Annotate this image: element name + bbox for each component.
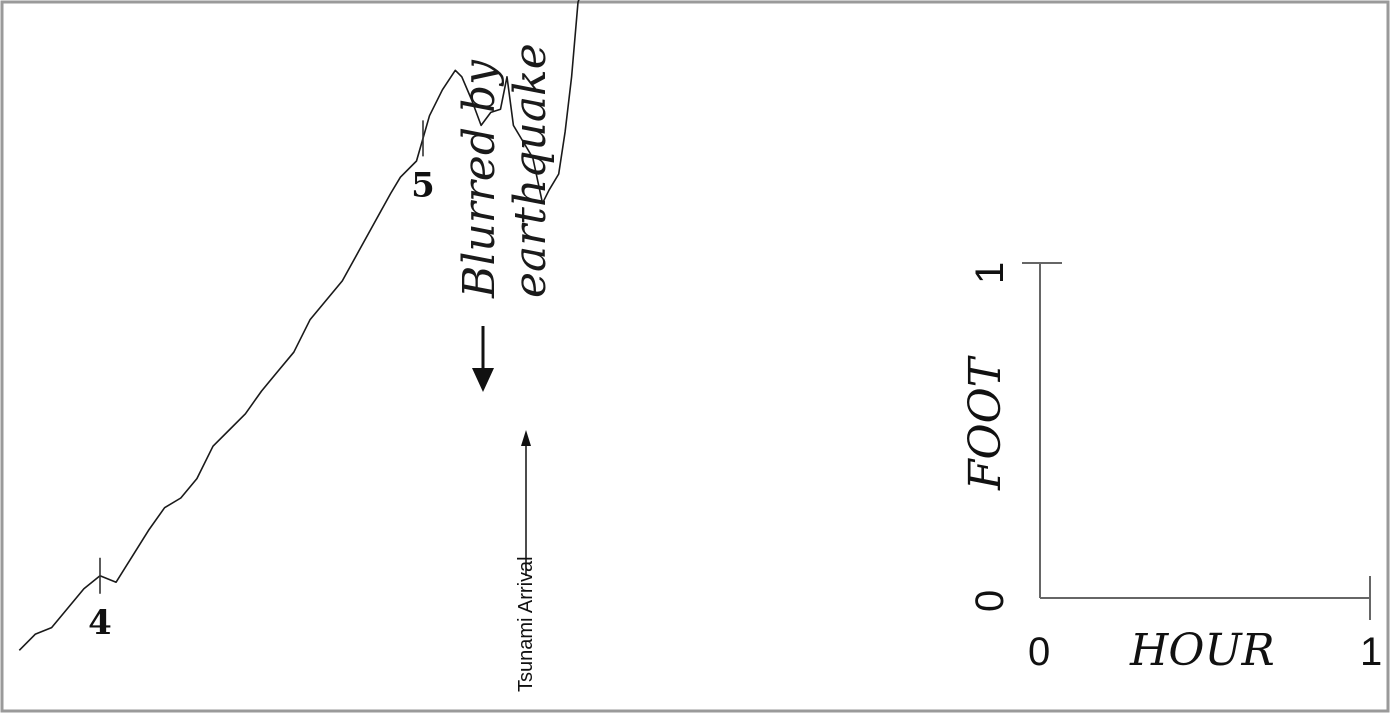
hour-marks: 4567	[88, 120, 435, 643]
blurred-label-line2: earthquake	[505, 43, 556, 298]
scale-y-tick-0: 0	[968, 590, 1012, 612]
tsunami-annotation: Tsunami Arrival	[515, 430, 537, 692]
tide-record-line	[18, 0, 580, 651]
hour-label-5: 5	[411, 165, 435, 205]
hour-label-4: 4	[88, 603, 112, 643]
blurred-arrow-head	[472, 368, 494, 392]
blurred-annotation: Blurred by earthquake	[454, 43, 556, 392]
blurred-label-line1: Blurred by	[454, 59, 505, 299]
scale-y-tick-1: 1	[968, 262, 1012, 284]
scale-bar: 1 0 FOOT 0 HOUR 1	[960, 262, 1382, 676]
scale-y-label: FOOT	[960, 354, 1011, 491]
tsunami-arrow-head	[521, 430, 531, 446]
scale-x-tick-0: 0	[1028, 630, 1050, 674]
series-layer	[18, 0, 580, 651]
tsunami-label: Tsunami Arrival	[515, 556, 537, 692]
scale-x-label: HOUR	[1129, 625, 1275, 676]
scale-x-tick-1: 1	[1360, 630, 1382, 674]
